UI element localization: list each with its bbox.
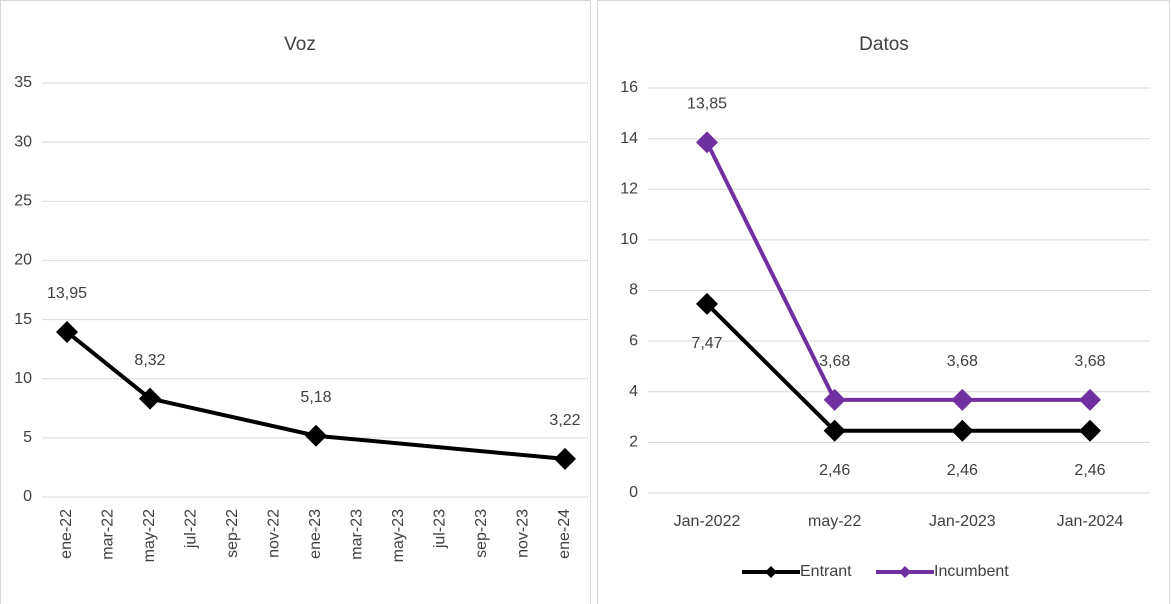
data-point — [1079, 388, 1101, 411]
x-tick-label: mar-23 — [349, 509, 366, 560]
data-label: 7,47 — [691, 335, 722, 352]
data-point — [305, 424, 327, 447]
x-tick-label: Jan-2022 — [674, 513, 741, 530]
data-point — [951, 419, 974, 442]
data-point — [696, 131, 718, 154]
data-label: 3,68 — [1074, 353, 1105, 370]
x-tick-label: may-22 — [141, 509, 158, 562]
data-point — [823, 419, 846, 442]
series-line — [705, 141, 1090, 402]
legend-marker — [899, 566, 911, 578]
data-label: 13,85 — [687, 96, 727, 113]
y-tick-label: 15 — [14, 311, 32, 328]
x-tick-label: jul-23 — [432, 509, 449, 549]
legend-label: Entrant — [800, 563, 852, 580]
y-tick-label: 4 — [629, 383, 638, 400]
y-tick-label: 25 — [14, 193, 32, 210]
data-point — [951, 388, 974, 411]
y-tick-label: 0 — [23, 488, 32, 505]
y-tick-label: 10 — [14, 370, 32, 387]
data-label: 3,68 — [819, 353, 850, 370]
legend-label: Incumbent — [934, 563, 1009, 580]
panel-border — [597, 0, 1170, 604]
y-tick-label: 16 — [620, 79, 638, 96]
data-point — [56, 320, 78, 343]
y-tick-label: 30 — [14, 133, 32, 150]
legend-marker — [765, 566, 777, 578]
data-point — [696, 292, 718, 315]
x-tick-label: jul-22 — [183, 509, 200, 549]
x-tick-label: ene-23 — [307, 509, 324, 559]
data-label: 8,32 — [134, 352, 165, 369]
y-tick-label: 35 — [14, 74, 32, 91]
x-tick-label: nov-23 — [515, 509, 532, 558]
data-label: 3,68 — [947, 353, 978, 370]
x-tick-label: Jan-2024 — [1057, 513, 1124, 530]
y-tick-label: 0 — [629, 484, 638, 501]
panel-border — [0, 0, 591, 604]
x-tick-label: mar-22 — [100, 509, 117, 560]
x-tick-label: sep-23 — [473, 509, 490, 558]
data-label: 2,46 — [819, 462, 850, 479]
x-tick-label: nov-22 — [266, 509, 283, 558]
data-label: 2,46 — [1074, 462, 1105, 479]
y-tick-label: 2 — [629, 434, 638, 451]
x-tick-label: may-23 — [390, 509, 407, 562]
chart-title: Voz — [284, 34, 316, 55]
x-tick-label: sep-22 — [224, 509, 241, 558]
chart-title: Datos — [859, 34, 909, 55]
x-tick-label: may-22 — [808, 513, 861, 530]
y-tick-label: 14 — [620, 130, 638, 147]
y-tick-label: 12 — [620, 180, 638, 197]
data-point — [554, 447, 576, 470]
data-label: 5,18 — [300, 389, 331, 406]
y-tick-label: 6 — [629, 332, 638, 349]
y-tick-label: 8 — [629, 282, 638, 299]
y-tick-label: 10 — [620, 231, 638, 248]
data-point — [1079, 419, 1101, 442]
data-label: 3,22 — [549, 412, 580, 429]
x-tick-label: ene-24 — [556, 509, 573, 559]
data-point — [139, 387, 161, 410]
series-line — [65, 330, 566, 461]
y-tick-label: 20 — [14, 252, 32, 269]
x-tick-label: Jan-2023 — [929, 513, 996, 530]
data-label: 13,95 — [47, 285, 87, 302]
y-tick-label: 5 — [23, 429, 32, 446]
data-point — [823, 388, 846, 411]
x-tick-label: ene-22 — [58, 509, 75, 559]
series-line — [705, 302, 1090, 433]
data-label: 2,46 — [947, 462, 978, 479]
